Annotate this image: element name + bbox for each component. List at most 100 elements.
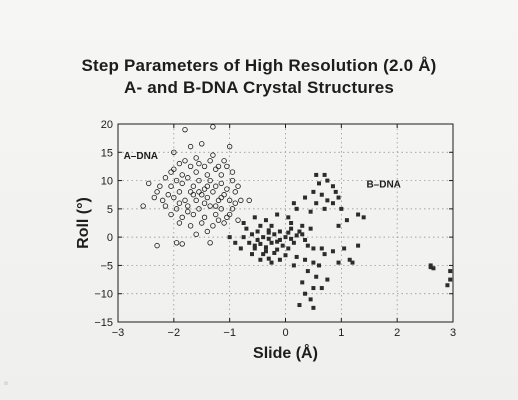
a-dna-point xyxy=(154,189,160,195)
b-dna-point xyxy=(266,230,271,235)
a-dna-point xyxy=(162,203,169,209)
a-dna-point xyxy=(215,197,222,204)
a-dna-point xyxy=(159,197,166,204)
a-dna-point xyxy=(213,183,219,189)
b-dna-point xyxy=(289,236,294,241)
b-dna-point xyxy=(339,206,344,211)
x-tick-label: 2 xyxy=(394,327,400,339)
x-tick-label: 3 xyxy=(450,327,456,339)
x-tick-label: −3 xyxy=(112,327,125,339)
a-dna-point xyxy=(207,203,213,209)
a-dna-point xyxy=(210,223,216,229)
y-axis-title: Roll (°) xyxy=(75,197,92,249)
a-dna-point xyxy=(146,180,152,187)
a-dna-point xyxy=(199,220,205,226)
b-dna-point xyxy=(241,235,246,240)
b-dna-point xyxy=(322,252,327,257)
a-dna-point xyxy=(229,177,236,184)
b-dna-point xyxy=(280,243,285,248)
b-dna-point xyxy=(261,235,266,240)
b-dna-point xyxy=(336,195,341,200)
b-dna-point xyxy=(356,243,361,248)
a-dna-point xyxy=(196,189,202,195)
b-dna-point xyxy=(350,260,355,265)
b-dna-point xyxy=(250,252,254,257)
a-dna-point xyxy=(176,200,183,206)
b-dna-point xyxy=(308,226,313,231)
b-dna-point xyxy=(277,257,282,262)
b-dna-point xyxy=(300,223,305,228)
b-dna-point xyxy=(275,212,280,217)
a-dna-point xyxy=(213,166,219,172)
a-dna-point xyxy=(196,177,202,184)
b-dna-point xyxy=(330,201,335,206)
a-dna-point xyxy=(157,183,163,189)
b-dna-point xyxy=(263,218,268,223)
a-dna-point xyxy=(190,192,197,198)
a-dna-point xyxy=(179,241,185,247)
b-dna-point xyxy=(311,260,316,265)
b-dna-point xyxy=(319,192,324,197)
b-dna-point xyxy=(263,249,268,254)
b-dna-point xyxy=(322,206,327,211)
a-dna-point xyxy=(204,194,211,201)
a-dna-point xyxy=(154,242,160,249)
a-dna-point xyxy=(224,163,230,170)
b-dna-point xyxy=(356,212,361,217)
a-dna-point xyxy=(229,206,236,212)
a-dna-point xyxy=(165,192,171,198)
b-dna-point xyxy=(252,215,257,220)
b-dna-point xyxy=(311,189,316,194)
a-dna-point xyxy=(232,200,238,206)
a-dna-point xyxy=(221,192,227,198)
a-dna-point xyxy=(171,194,177,201)
a-dna-point xyxy=(187,223,194,229)
a-dna-point xyxy=(179,180,185,187)
a-dna-point xyxy=(201,200,208,206)
a-dna-point xyxy=(235,183,241,189)
a-dna-point xyxy=(210,189,216,195)
a-dna-point xyxy=(218,206,224,212)
b-dna-point xyxy=(311,286,316,291)
a-dna-point xyxy=(168,211,174,218)
b-dna-point xyxy=(431,266,436,271)
b-dna-point xyxy=(319,246,324,251)
x-tick-label: 1 xyxy=(338,327,344,339)
a-dna-point xyxy=(185,175,191,181)
y-tick-label: 20 xyxy=(101,119,113,131)
a-dna-point xyxy=(201,163,208,170)
grid-lines xyxy=(118,124,453,322)
b-dna-point xyxy=(258,241,263,246)
a-dna-point xyxy=(162,175,169,181)
b-dna-point xyxy=(303,257,308,262)
a-dna-point xyxy=(199,192,205,198)
b-dna-point xyxy=(330,249,335,254)
a-dna-point xyxy=(204,172,211,178)
a-dna-point xyxy=(226,197,233,204)
b-dna-point xyxy=(269,240,274,245)
b-dna-point xyxy=(300,232,305,237)
b-dna-point xyxy=(291,201,296,206)
b-dna-point xyxy=(303,237,308,242)
a-dna-point xyxy=(168,169,174,175)
b-dna-point xyxy=(294,254,299,259)
b-dna-point xyxy=(269,260,274,265)
a-dna-point xyxy=(185,208,191,215)
b-dna-point xyxy=(255,237,260,242)
b-dna-point xyxy=(283,235,288,240)
chart-subtitle: A- and B-DNA Crystal Structures xyxy=(123,78,395,97)
b-dna-point xyxy=(325,198,330,203)
a-dna-point xyxy=(190,211,197,218)
y-tick-label: −10 xyxy=(94,289,113,301)
b-dna-point xyxy=(333,189,338,194)
a-dna-point xyxy=(210,124,216,130)
b-dna-point xyxy=(448,277,453,282)
b-dna-point xyxy=(283,253,288,258)
b-dna-point xyxy=(277,229,282,234)
margin-mark: ¹¹ xyxy=(4,382,8,388)
b-dna-point xyxy=(428,265,433,270)
a-dna-point xyxy=(232,189,238,195)
b-dna-point xyxy=(308,297,313,302)
